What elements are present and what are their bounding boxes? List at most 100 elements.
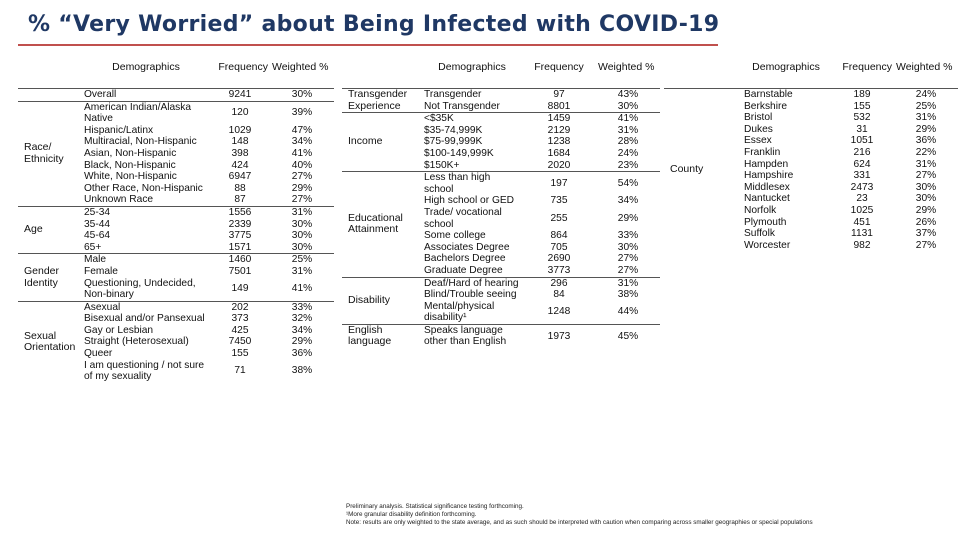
weighted-pct-cell: 39% <box>270 100 334 125</box>
frequency-cell: 120 <box>210 100 270 125</box>
demographics-table-1: Demographics Frequency Weighted % Overal… <box>18 48 334 383</box>
weighted-pct-cell: 45% <box>596 323 660 349</box>
weighted-pct-cell: 31% <box>915 112 937 124</box>
frequency-cell: 425 <box>231 324 249 336</box>
frequency-cell: 97 <box>553 89 565 100</box>
frequency-cell: 864 <box>550 230 568 242</box>
frequency-cell: 189 <box>853 89 871 100</box>
table-row: Berkshire 155 25% <box>664 101 958 113</box>
weighted-pct-cell: 37% <box>915 228 937 240</box>
group-label: County <box>670 163 704 176</box>
table-row: Blind/Trouble seeing 84 38% <box>342 289 660 301</box>
group-label: English language <box>342 323 422 349</box>
frequency-cell: 31 <box>856 123 868 135</box>
row-label: Unknown Race <box>84 194 154 206</box>
frequency-cell: 2690 <box>547 253 571 265</box>
table-row: County Barnstable 189 24% <box>664 89 958 175</box>
frequency-cell: 23 <box>856 193 868 205</box>
weighted-pct-cell: 30% <box>291 218 313 230</box>
frequency-cell: 532 <box>853 112 871 124</box>
weighted-pct-cell: 41% <box>291 283 313 295</box>
table-row: Suffolk 1131 37% <box>664 228 958 240</box>
row-label: Speaks language other than English <box>422 323 522 349</box>
weighted-pct-cell: 36% <box>915 135 937 147</box>
weighted-pct-cell: 23% <box>617 159 639 171</box>
row-label: Hampden <box>744 158 789 170</box>
table-row: Trade/ vocational school 255 29% <box>342 207 660 230</box>
table-row: Middlesex 2473 30% <box>664 182 958 194</box>
row-label: 35-44 <box>84 218 111 230</box>
row-label: Berkshire <box>744 100 788 112</box>
header-frequency: Frequency <box>522 48 596 89</box>
frequency-cell: 6947 <box>228 171 252 183</box>
row-label: Mental/physical disability¹ <box>424 300 495 324</box>
table-row: Franklin 216 22% <box>664 147 958 159</box>
row-label: Male <box>82 253 210 266</box>
weighted-pct-cell: 27% <box>291 171 313 183</box>
row-label: Asian, Non-Hispanic <box>84 147 177 159</box>
frequency-cell: 2339 <box>228 218 252 230</box>
table-row: 35-44 2339 30% <box>18 219 334 231</box>
weighted-pct-cell: 31% <box>596 276 660 290</box>
frequency-cell: 1029 <box>228 124 252 136</box>
weighted-pct-cell: 31% <box>291 265 313 277</box>
weighted-pct-cell: 41% <box>291 147 313 159</box>
table-row: Gender Identity Male 1460 25% <box>18 253 334 302</box>
header-frequency: Frequency <box>830 48 894 89</box>
weighted-pct-cell: 43% <box>617 89 639 100</box>
weighted-pct-cell: 30% <box>617 241 639 253</box>
frequency-cell: 2129 <box>547 124 571 136</box>
table-row: Disability Deaf/Hard of hearing 296 31% <box>342 276 660 325</box>
frequency-cell: 624 <box>853 158 871 170</box>
weighted-pct-cell: 25% <box>270 253 334 266</box>
weighted-pct-cell: 31% <box>270 205 334 219</box>
weighted-pct-cell: 29% <box>617 212 639 224</box>
frequency-cell: 424 <box>231 159 249 171</box>
table-row: Plymouth 451 26% <box>664 217 958 229</box>
table-row: Bisexual and/or Pansexual 373 32% <box>18 313 334 325</box>
table-row: Race/ Ethnicity American Indian/Alaska Na… <box>18 100 334 207</box>
table-row: Income <$35K 1459 41% <box>342 112 660 172</box>
row-label: Multiracial, Non-Hispanic <box>84 136 197 148</box>
weighted-pct-cell: 33% <box>617 230 639 242</box>
footnotes: Preliminary analysis. Statistical signif… <box>346 503 813 528</box>
row-label: High school or GED <box>424 195 515 207</box>
frequency-cell: 1684 <box>547 147 571 159</box>
page-title: % “Very Worried” about Being Infected wi… <box>28 12 720 37</box>
weighted-pct-cell: 27% <box>915 239 937 251</box>
header-group <box>18 48 82 89</box>
frequency-cell: 155 <box>853 100 871 112</box>
frequency-cell: 87 <box>234 194 246 206</box>
table-row: $150K+ 2020 23% <box>342 160 660 172</box>
group-label: Educational Attainment <box>342 171 422 277</box>
row-label: 25-34 <box>82 205 210 219</box>
table-row: Questioning, Undecided, Non-binary 149 41% <box>18 278 334 302</box>
table-row: Bachelors Degree 2690 27% <box>342 253 660 265</box>
weighted-pct-cell: 34% <box>291 324 313 336</box>
frequency-cell: 9241 <box>228 89 252 100</box>
table-row: Straight (Heterosexual) 7450 29% <box>18 336 334 348</box>
title-underline <box>18 44 718 46</box>
table-row: Dukes 31 29% <box>664 124 958 136</box>
row-label: $35-74,999K <box>424 124 483 136</box>
weighted-pct-cell: 34% <box>291 136 313 148</box>
table-row: Black, Non-Hispanic 424 40% <box>18 160 334 172</box>
table-row: Age 25-34 1556 31% <box>18 205 334 254</box>
frequency-cell: 202 <box>210 300 270 314</box>
row-label: Franklin <box>744 146 781 158</box>
frequency-cell: 88 <box>234 182 246 194</box>
weighted-pct-cell: 25% <box>915 100 937 112</box>
table-row: Multiracial, Non-Hispanic 148 34% <box>18 136 334 148</box>
weighted-pct-cell: 27% <box>291 194 313 206</box>
row-label: Transgender <box>424 89 482 100</box>
row-label: Other Race, Non-Hispanic <box>84 182 203 194</box>
row-label: Queer <box>84 348 113 360</box>
frequency-cell: 735 <box>550 195 568 207</box>
frequency-cell: 982 <box>853 239 871 251</box>
frequency-cell: 1248 <box>547 306 571 318</box>
table-row: $100-149,999K 1684 24% <box>342 148 660 160</box>
table-row: Worcester 982 27% <box>664 240 958 252</box>
header-group <box>664 48 742 89</box>
weighted-pct-cell: 30% <box>915 193 937 205</box>
row-label: I am questioning / not sure of my sexual… <box>84 359 205 383</box>
